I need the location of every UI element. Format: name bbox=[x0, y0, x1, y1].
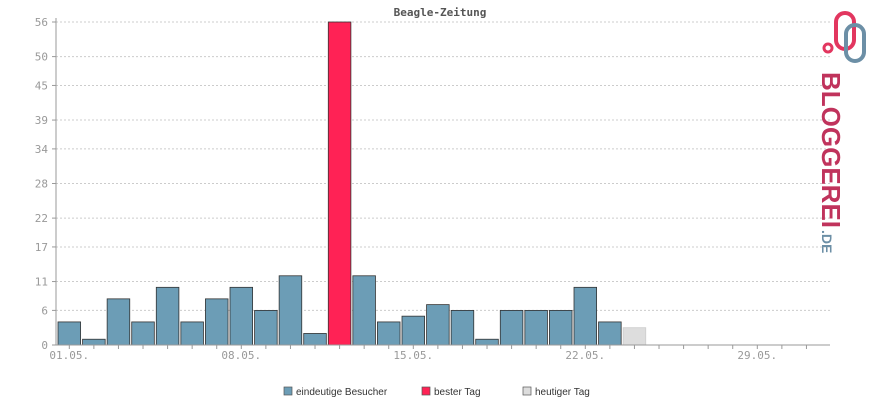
visitor-bar bbox=[229, 286, 254, 346]
chain-link-icon bbox=[822, 11, 866, 63]
legend: eindeutige Besucher bester Tag heutiger Ta… bbox=[283, 386, 590, 398]
x-tick-label: 29.05. bbox=[737, 349, 777, 362]
visitor-bar bbox=[450, 309, 475, 346]
axes bbox=[55, 18, 830, 346]
grid bbox=[56, 21, 830, 311]
visitor-bar bbox=[57, 321, 82, 346]
logo-text: BLOGGEREI .DE bbox=[816, 72, 846, 253]
visitor-bar bbox=[573, 286, 598, 346]
legend-label-today: heutiger Tag bbox=[535, 387, 590, 398]
y-tick-label: 28 bbox=[35, 178, 48, 191]
visitor-bar bbox=[401, 315, 426, 346]
visitor-bar bbox=[377, 321, 401, 346]
y-tick-label: 22 bbox=[35, 212, 48, 225]
x-tick-label: 22.05. bbox=[565, 349, 605, 362]
visitor-bar bbox=[426, 304, 450, 346]
legend-label-visitors: eindeutige Besucher bbox=[296, 387, 388, 398]
best-day-bar bbox=[327, 21, 352, 346]
bars bbox=[57, 21, 647, 346]
visitor-bar bbox=[303, 333, 327, 346]
y-tick-label: 11 bbox=[35, 276, 48, 289]
legend-swatch-visitors bbox=[283, 386, 293, 396]
legend-swatch-best bbox=[421, 386, 431, 396]
y-tick-label: 39 bbox=[35, 114, 48, 127]
visitor-bar bbox=[131, 321, 155, 346]
visitor-bar bbox=[524, 309, 548, 346]
legend-swatch-today bbox=[522, 386, 532, 396]
x-tick-label: 01.05. bbox=[49, 349, 89, 362]
x-tick-label: 15.05. bbox=[393, 349, 433, 362]
y-tick-label: 17 bbox=[35, 241, 48, 254]
bloggerei-logo: BLOGGEREI .DE bbox=[816, 11, 866, 253]
logo-suffix: .DE bbox=[819, 230, 835, 253]
y-tick-label: 50 bbox=[35, 51, 48, 64]
y-tick-label: 56 bbox=[35, 16, 48, 29]
logo-name: BLOGGEREI bbox=[816, 72, 846, 228]
y-tick-label: 6 bbox=[41, 304, 48, 317]
y-tick-label: 45 bbox=[35, 79, 48, 92]
visitor-bar bbox=[205, 298, 229, 346]
visitor-bar bbox=[82, 338, 106, 346]
visitor-bar bbox=[549, 309, 573, 346]
visitor-bar bbox=[278, 275, 303, 346]
y-tick-label: 0 bbox=[41, 339, 48, 352]
visitor-bar bbox=[155, 286, 180, 346]
y-axis-ticks: 0 6 11 17 22 28 34 39 45 50 56 bbox=[35, 16, 56, 352]
x-tick-label: 08.05. bbox=[221, 349, 261, 362]
visitor-bar bbox=[352, 275, 376, 346]
today-bar bbox=[622, 327, 647, 346]
legend-label-best: bester Tag bbox=[434, 387, 481, 398]
x-axis-ticks: 01.05. 08.05. 15.05. 22.05. 29.05. bbox=[49, 345, 807, 362]
visitor-bar bbox=[499, 309, 524, 346]
visitor-bar bbox=[598, 321, 622, 346]
visitor-bar bbox=[106, 298, 131, 346]
chart-title: Beagle-Zeitung bbox=[394, 6, 487, 19]
visitor-bar bbox=[475, 338, 499, 346]
y-tick-label: 34 bbox=[35, 143, 49, 156]
visitor-bar bbox=[180, 321, 204, 346]
visitor-bar bbox=[254, 309, 278, 346]
